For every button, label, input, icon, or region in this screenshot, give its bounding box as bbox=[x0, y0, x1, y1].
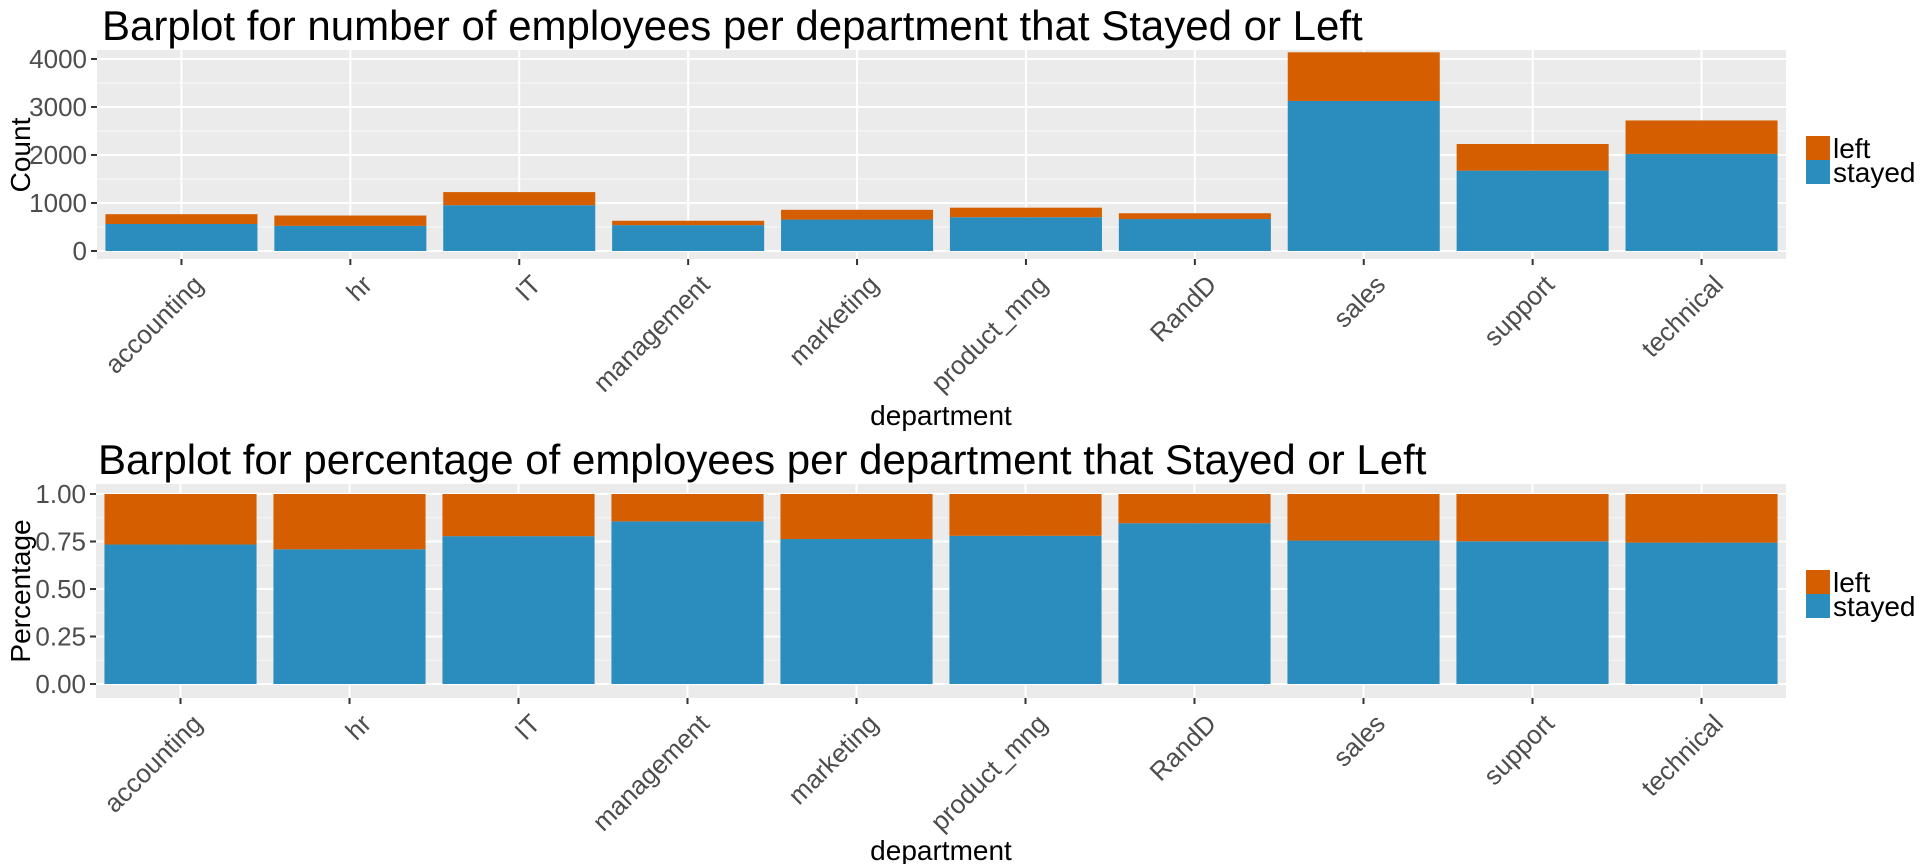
count-x-tick-label: sales bbox=[1327, 269, 1391, 333]
bar-stayed-hr bbox=[273, 549, 426, 684]
percentage-y-tick-label: 0.75 bbox=[35, 527, 86, 557]
count-x-tick-label: IT bbox=[509, 269, 547, 307]
legend-stayed-label: stayed bbox=[1833, 157, 1916, 188]
bar-stayed-hr bbox=[274, 225, 427, 251]
count-x-axis-title: department bbox=[870, 400, 1012, 431]
legend-stayed-swatch bbox=[1806, 160, 1830, 184]
legend-stayed-swatch bbox=[1806, 594, 1830, 618]
bar-left-marketing bbox=[781, 209, 934, 220]
bar-left-support bbox=[1456, 494, 1609, 542]
bar-left-management bbox=[612, 220, 765, 226]
bar-stayed-marketing bbox=[780, 539, 933, 684]
bar-left-support bbox=[1456, 144, 1609, 171]
bar-stayed-product_mng bbox=[949, 535, 1102, 684]
percentage-bars bbox=[104, 494, 1778, 684]
percentage-y-axis: 0.00 0.25 0.50 0.75 1.00 bbox=[35, 479, 96, 699]
count-y-tick-label: 2000 bbox=[29, 140, 87, 170]
legend-left-label: left bbox=[1833, 567, 1871, 598]
count-x-tick-label: support bbox=[1478, 269, 1561, 352]
bar-stayed-accounting bbox=[105, 223, 258, 251]
percentage-x-tick-label: IT bbox=[508, 708, 546, 746]
count-y-tick-label: 3000 bbox=[29, 92, 87, 122]
bar-stayed-technical bbox=[1625, 153, 1778, 251]
bar-left-IT bbox=[443, 192, 596, 206]
count-x-tick-label: product_mng bbox=[925, 269, 1054, 398]
bar-left-technical bbox=[1625, 120, 1778, 154]
percentage-legend: left stayed bbox=[1806, 567, 1916, 622]
bar-left-RandD bbox=[1118, 213, 1271, 220]
bar-stayed-RandD bbox=[1118, 219, 1271, 251]
percentage-x-tick-label: support bbox=[1477, 708, 1560, 791]
percentage-x-tick-label: accounting bbox=[98, 708, 208, 818]
percentage-chart-title: Barplot for percentage of employees per … bbox=[98, 436, 1427, 483]
percentage-y-axis-title: Percentage bbox=[5, 519, 36, 662]
bar-left-RandD bbox=[1118, 494, 1271, 524]
bar-stayed-sales bbox=[1287, 100, 1440, 252]
bar-left-technical bbox=[1625, 494, 1778, 543]
percentage-x-tick-label: marketing bbox=[782, 708, 884, 810]
bar-stayed-sales bbox=[1287, 540, 1440, 684]
bar-stayed-IT bbox=[442, 536, 595, 684]
count-x-tick-label: accounting bbox=[99, 269, 209, 379]
percentage-y-tick-label: 1.00 bbox=[35, 479, 86, 509]
count-legend: left stayed bbox=[1806, 133, 1916, 188]
count-chart: Barplot for number of employees per depa… bbox=[5, 2, 1916, 431]
count-chart-title: Barplot for number of employees per depa… bbox=[102, 2, 1363, 49]
count-y-axis: 0 1000 2000 3000 4000 bbox=[29, 44, 97, 266]
bar-left-marketing bbox=[780, 494, 933, 540]
legend-left-swatch bbox=[1806, 570, 1830, 594]
count-y-tick-label: 1000 bbox=[29, 188, 87, 218]
bar-left-hr bbox=[274, 215, 427, 226]
bar-left-sales bbox=[1287, 494, 1440, 541]
percentage-x-tick-label: sales bbox=[1327, 708, 1391, 772]
count-x-tick-label: technical bbox=[1635, 269, 1729, 363]
count-y-axis-title: Count bbox=[5, 117, 36, 192]
percentage-x-tick-label: RandD bbox=[1144, 708, 1222, 786]
percentage-y-tick-label: 0.50 bbox=[35, 574, 86, 604]
count-x-tick-label: RandD bbox=[1144, 269, 1222, 347]
bar-stayed-management bbox=[612, 225, 765, 251]
bar-left-IT bbox=[442, 494, 595, 537]
percentage-x-tick-label: management bbox=[586, 708, 715, 837]
bar-left-accounting bbox=[104, 494, 257, 545]
count-y-tick-label: 4000 bbox=[29, 44, 87, 74]
legend-left-label: left bbox=[1833, 133, 1871, 164]
count-x-axis: accounting hr IT management marketing product… bbox=[99, 259, 1729, 398]
bar-stayed-management bbox=[611, 521, 764, 684]
bar-stayed-accounting bbox=[104, 544, 257, 684]
legend-stayed-label: stayed bbox=[1833, 591, 1916, 622]
bar-left-hr bbox=[273, 494, 426, 550]
count-x-tick-label: hr bbox=[340, 269, 378, 307]
percentage-x-tick-label: hr bbox=[339, 708, 377, 746]
count-y-tick-label: 0 bbox=[73, 236, 87, 266]
bar-stayed-support bbox=[1456, 541, 1609, 684]
bar-stayed-product_mng bbox=[949, 217, 1102, 251]
legend-left-swatch bbox=[1806, 136, 1830, 160]
bar-stayed-RandD bbox=[1118, 523, 1271, 684]
count-x-tick-label: marketing bbox=[783, 269, 885, 371]
count-bars bbox=[105, 52, 1778, 252]
bar-left-product_mng bbox=[949, 494, 1102, 536]
bar-stayed-support bbox=[1456, 170, 1609, 251]
bar-left-accounting bbox=[105, 214, 258, 224]
percentage-x-axis-title: department bbox=[870, 835, 1012, 864]
bar-stayed-marketing bbox=[781, 219, 934, 251]
percentage-x-tick-label: product_mng bbox=[924, 708, 1053, 837]
percentage-chart: Barplot for percentage of employees per … bbox=[5, 436, 1916, 864]
bar-left-sales bbox=[1287, 52, 1440, 101]
bar-left-product_mng bbox=[949, 207, 1102, 218]
bar-left-management bbox=[611, 494, 764, 522]
percentage-y-tick-label: 0.25 bbox=[35, 622, 86, 652]
count-x-tick-label: management bbox=[587, 269, 716, 398]
bar-stayed-technical bbox=[1625, 542, 1778, 684]
percentage-x-axis: accounting hr IT management marketing product… bbox=[98, 698, 1729, 837]
percentage-y-tick-label: 0.00 bbox=[35, 669, 86, 699]
bar-stayed-IT bbox=[443, 205, 596, 251]
percentage-x-tick-label: technical bbox=[1635, 708, 1729, 802]
